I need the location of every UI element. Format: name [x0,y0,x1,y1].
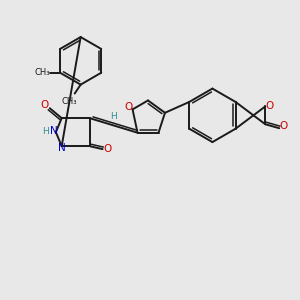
Text: N: N [50,126,58,136]
Text: CH₃: CH₃ [34,68,50,77]
Text: H: H [110,112,117,121]
Text: O: O [124,102,133,112]
Text: O: O [103,144,112,154]
Text: H: H [43,127,49,136]
Text: O: O [265,101,273,111]
Text: O: O [41,100,49,110]
Text: N: N [58,143,66,153]
Text: O: O [279,121,287,131]
Text: CH₃: CH₃ [61,97,76,106]
